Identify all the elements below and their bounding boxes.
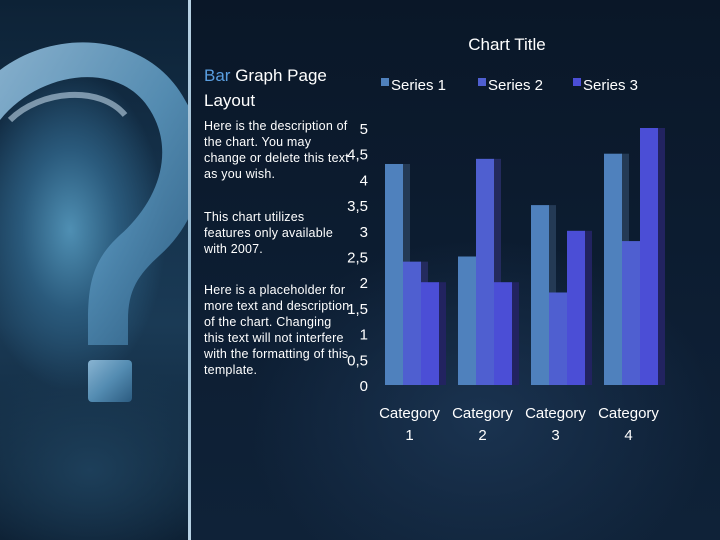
description-paragraph-2: This chart utilizes features only availa… [204, 210, 333, 256]
category-label-2: Category [452, 405, 513, 422]
bar-s1-c1 [385, 163, 403, 385]
legend-label-1: Series 1 [391, 77, 446, 94]
bar-side-s3-c3 [584, 230, 592, 385]
category-label-3: 3 [551, 427, 559, 444]
y-tick-label: 2,5 [347, 250, 368, 267]
bar-s2-c3 [549, 292, 567, 385]
y-tick-label: 2 [360, 275, 368, 292]
y-tick-label: 4 [360, 172, 368, 189]
slide-heading: Bar Graph Page Layout [204, 63, 364, 113]
bar-side-s2-c2 [493, 158, 501, 385]
heading-accent-word: Bar [204, 66, 231, 85]
category-label-1: 1 [405, 427, 413, 444]
bar-s1-c4 [604, 153, 622, 385]
y-axis-ticks: 0 0,5 1 1,5 2 2,5 3 3,5 4 4,5 5 [347, 121, 368, 395]
legend-swatch-1 [381, 78, 389, 86]
category-label-3: Category [525, 405, 586, 422]
legend-label-3: Series 3 [583, 77, 638, 94]
question-mark-icon [0, 42, 190, 402]
bar-side-s3-c2 [511, 282, 519, 385]
heading-text: Graph Page Layout [204, 66, 327, 110]
decorative-side-panel [0, 0, 190, 540]
chart-title: Chart Title [468, 35, 545, 54]
category-label-4: Category [598, 405, 659, 422]
description-paragraph-1: Here is the description of the chart. Yo… [204, 119, 349, 181]
y-tick-label: 0 [360, 378, 368, 395]
bar-side-s3-c4 [657, 128, 665, 385]
bar-s2-c4 [622, 241, 640, 385]
y-tick-label: 5 [360, 121, 368, 138]
bar-s3-c4 [640, 128, 658, 385]
bar-s3-c1 [421, 282, 439, 385]
y-tick-label: 4,5 [347, 147, 368, 164]
y-tick-label: 3 [360, 224, 368, 241]
bar-s1-c2 [458, 256, 476, 385]
bar-s2-c1 [403, 261, 421, 385]
legend-label-2: Series 2 [488, 77, 543, 94]
bar-side-s3-c1 [438, 282, 446, 385]
legend-swatch-3 [573, 78, 581, 86]
x-axis-categories: Category 1 Category 2 Category 3 Category 4 [379, 405, 659, 444]
panel-divider [188, 0, 191, 540]
y-tick-label: 1 [360, 327, 368, 344]
bar-s1-c3 [531, 205, 549, 385]
y-tick-label: 0,5 [347, 352, 368, 369]
category-label-2: 2 [478, 427, 486, 444]
legend-swatch-2 [478, 78, 486, 86]
bar-group [385, 128, 665, 385]
description-paragraph-3: Here is a placeholder for more text and … [204, 283, 350, 377]
category-label-1: Category [379, 405, 440, 422]
category-label-4: 4 [624, 427, 632, 444]
y-tick-label: 1,5 [347, 301, 368, 318]
y-tick-label: 3,5 [347, 198, 368, 215]
bar-s2-c2 [476, 158, 494, 385]
chart-legend: Series 1 Series 2 Series 3 [381, 77, 638, 94]
bar-s3-c3 [567, 230, 585, 385]
bar-s3-c2 [494, 282, 512, 385]
